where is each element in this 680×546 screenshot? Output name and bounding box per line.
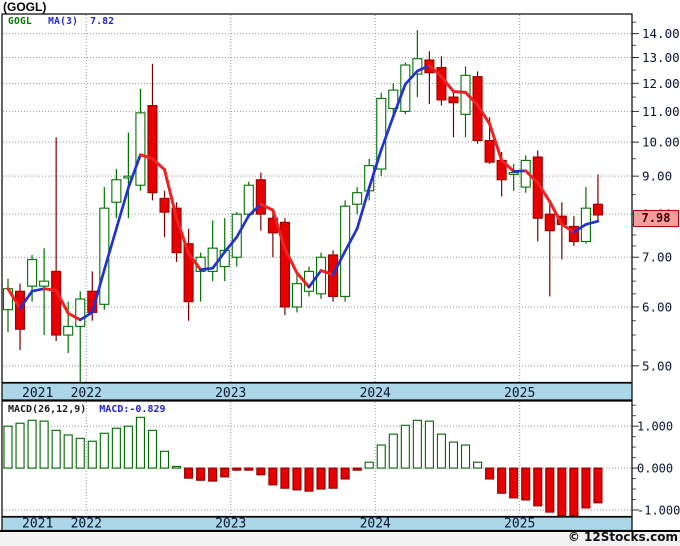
svg-text:2022: 2022 — [71, 517, 102, 532]
macd-panel-header: MACD(26,12,9) MACD:-0.829 — [8, 404, 166, 415]
macd-settings-label: MACD(26,12,9) — [8, 404, 87, 415]
svg-text:-1.000: -1.000 — [637, 504, 680, 518]
ma-legend-label: MA(3) 7.82 — [48, 16, 115, 27]
price-chart-legend: GOGL MA(3) 7.82 — [8, 16, 114, 27]
svg-text:2025: 2025 — [504, 517, 535, 532]
x-axis-band-main: 2021 2022 2023 2024 2025 — [1, 382, 633, 401]
svg-text:1.000: 1.000 — [637, 420, 673, 434]
ma3-line — [6, 63, 600, 322]
svg-text:5.00: 5.00 — [642, 358, 672, 373]
svg-text:13.00: 13.00 — [642, 50, 680, 65]
x-axis-band-macd: 2021 2022 2023 2024 2025 — [1, 516, 633, 532]
svg-text:2023: 2023 — [215, 517, 246, 532]
svg-text:2024: 2024 — [360, 386, 391, 401]
svg-text:11.00: 11.00 — [642, 104, 680, 119]
svg-text:2023: 2023 — [215, 386, 246, 401]
macd-histogram — [3, 416, 603, 517]
svg-text:12.00: 12.00 — [642, 76, 680, 91]
svg-text:9.00: 9.00 — [642, 169, 672, 184]
svg-text:0.000: 0.000 — [637, 462, 673, 476]
svg-text:10.00: 10.00 — [642, 135, 680, 150]
svg-text:7.00: 7.00 — [642, 250, 672, 265]
svg-text:14.00: 14.00 — [642, 26, 680, 41]
macd-value-label: MACD:-0.829 — [99, 404, 166, 415]
svg-text:2021: 2021 — [22, 386, 53, 401]
svg-text:2024: 2024 — [360, 517, 391, 532]
page-title: (GOGL) — [3, 0, 47, 14]
last-price-tag: 7.98 — [633, 210, 679, 228]
macd-grid: 1.000 0.000 -1.000 — [3, 402, 680, 518]
svg-text:2025: 2025 — [504, 386, 535, 401]
svg-text:2021: 2021 — [22, 517, 53, 532]
svg-text:2022: 2022 — [71, 386, 102, 401]
ticker-symbol-label: GOGL — [8, 16, 33, 27]
svg-text:6.00: 6.00 — [642, 299, 672, 314]
copyright-watermark: © 12Stocks.com — [567, 530, 678, 544]
